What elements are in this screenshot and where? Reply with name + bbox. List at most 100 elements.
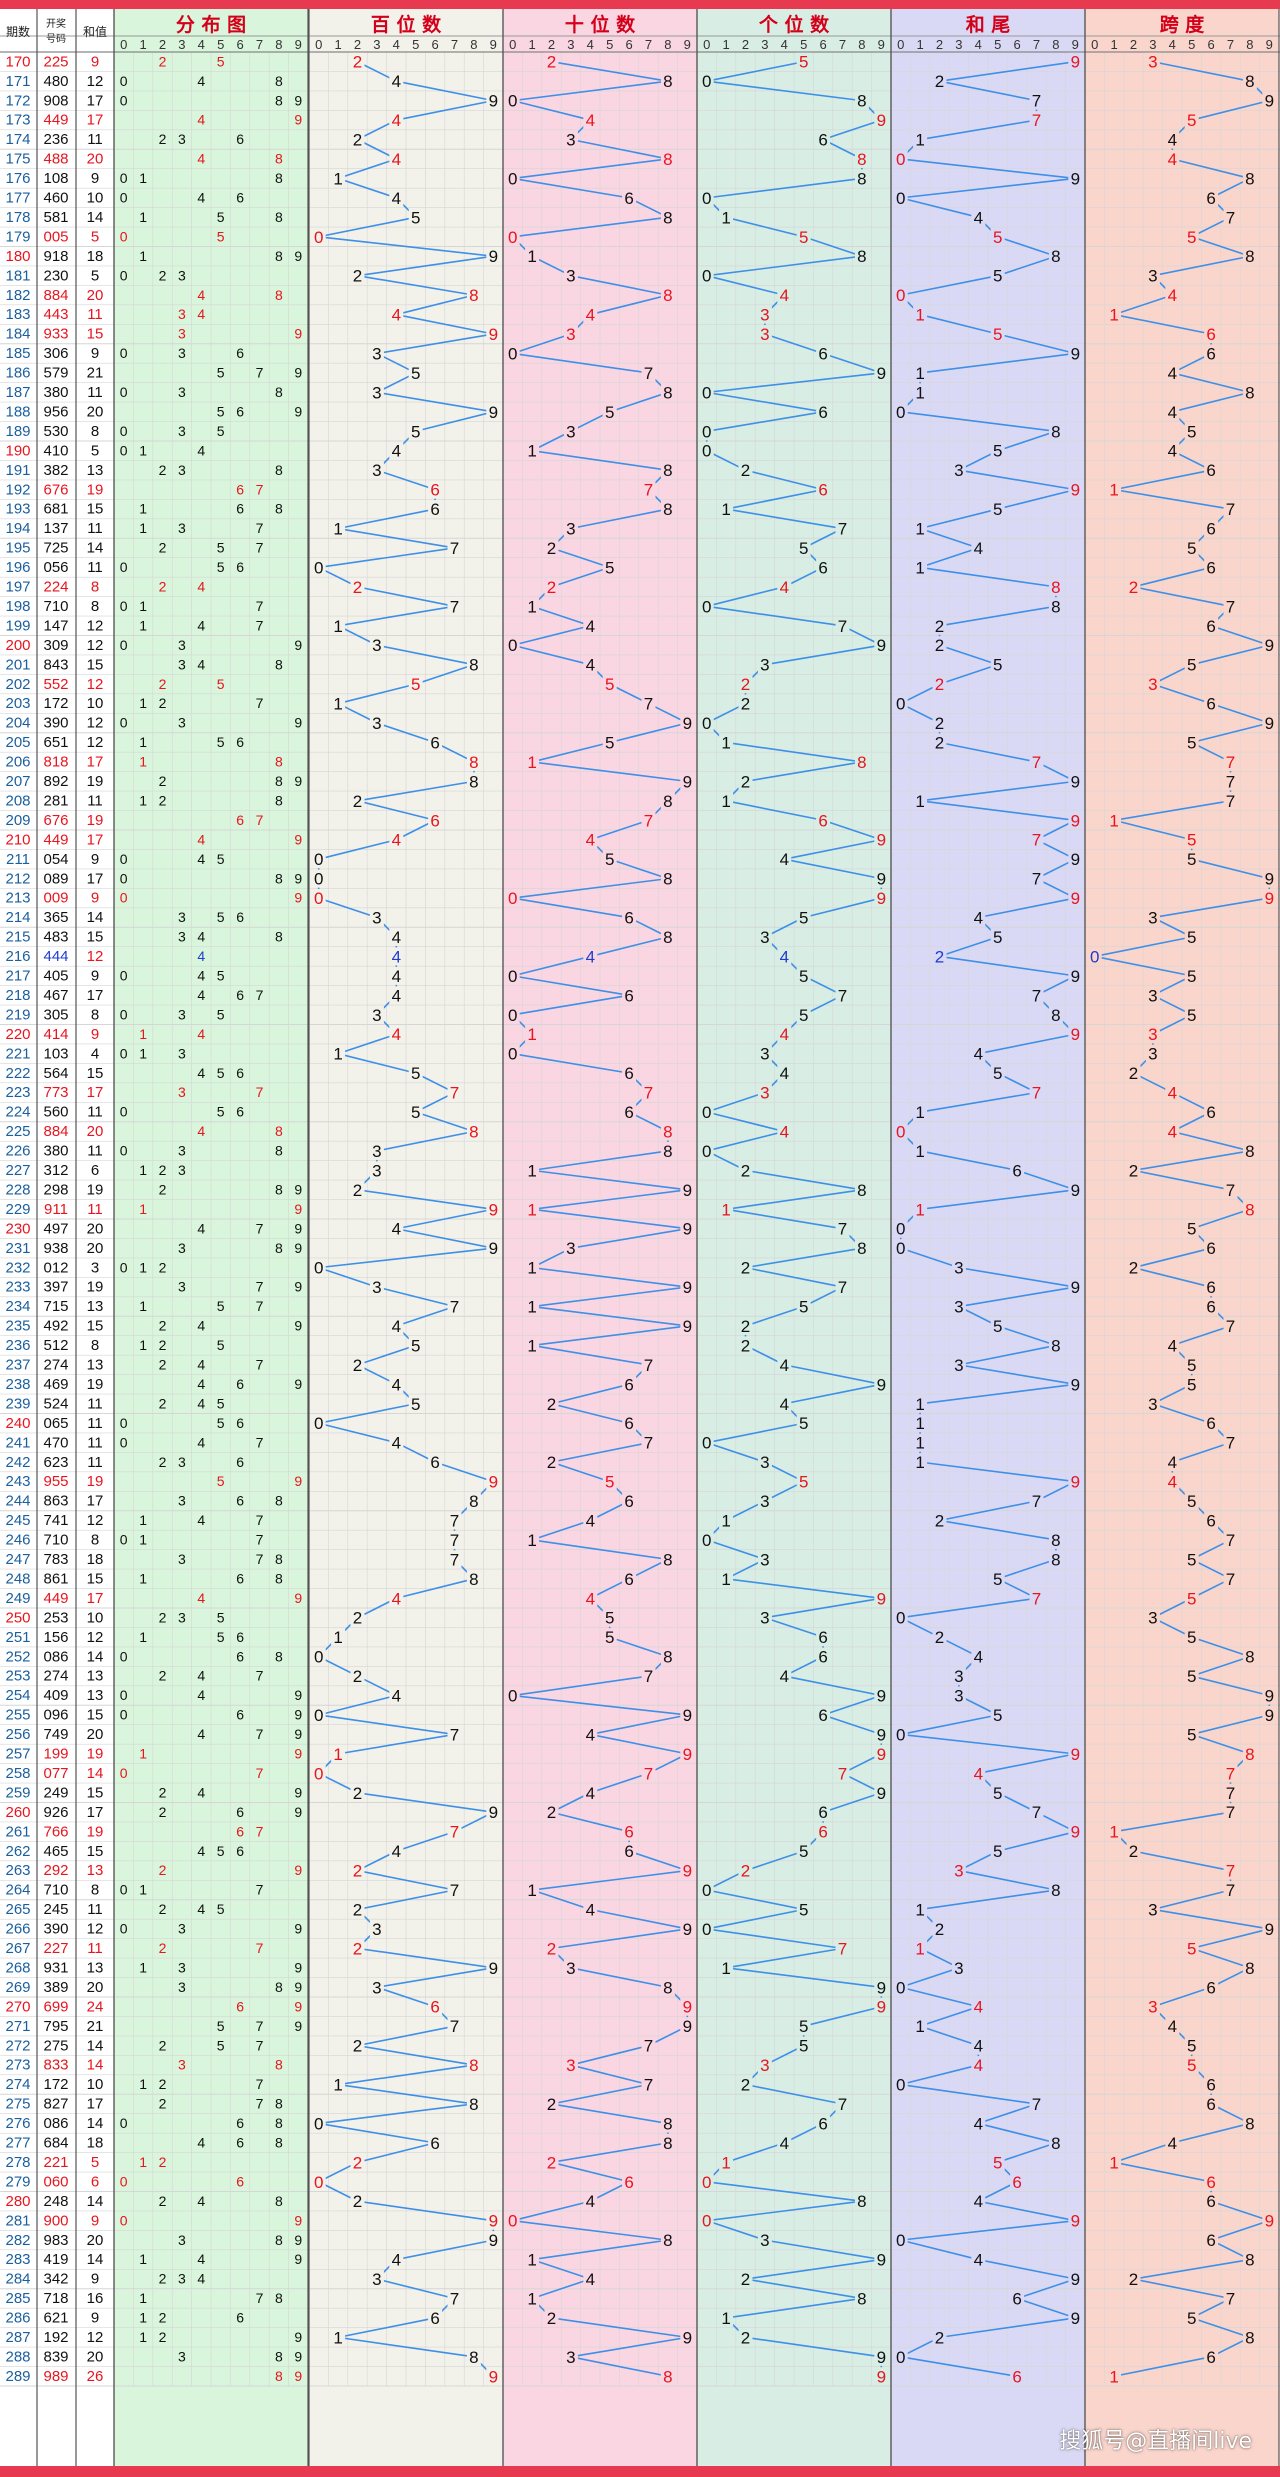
trend-mark-h-224: 5 [411, 1103, 420, 1122]
trend-mark-h-204: 3 [372, 714, 381, 733]
marker-bg [660, 1122, 675, 1141]
marker-bg [796, 1414, 811, 1433]
trend-mark-tail-222: 5 [993, 1064, 1002, 1083]
draw-number-280: 248 [43, 2193, 68, 2210]
draw-number-173: 449 [43, 112, 68, 129]
trend-line-tail [939, 663, 998, 685]
marker-bg [777, 577, 792, 596]
trend-line-t [551, 2317, 688, 2339]
trend-mark-tail-201: 5 [993, 656, 1002, 675]
draw-number-240: 065 [43, 1415, 68, 1432]
trend-mark-h-202: 5 [411, 675, 420, 694]
period-191: 191 [5, 462, 30, 479]
marker-bg [757, 1083, 772, 1102]
trend-mark-t-258: 7 [644, 1764, 653, 1783]
trend-line-u [706, 1928, 843, 1950]
marker-bg [602, 675, 617, 694]
marker-bg [893, 694, 908, 713]
trend-mark-t-195: 2 [547, 539, 556, 558]
trend-line-tail [997, 488, 1076, 510]
sum-value-259: 15 [87, 1784, 104, 1801]
trend-mark-tail-216: 2 [935, 947, 944, 966]
trend-mark-span-216: 0 [1090, 947, 1099, 966]
sum-value-183: 11 [87, 306, 103, 323]
marker-bg [893, 188, 908, 207]
trend-line-tail [939, 60, 1076, 82]
dist-mark-190-0: 0 [120, 442, 128, 458]
trend-mark-tail-215: 5 [993, 928, 1002, 947]
marker-bg [1068, 1375, 1083, 1394]
trend-mark-t-286: 2 [547, 2309, 556, 2328]
marker-bg [1204, 325, 1219, 344]
marker-bg [680, 714, 695, 733]
marker-bg [1184, 111, 1199, 130]
marker-bg [1048, 597, 1063, 616]
digit-header-4-1: 1 [916, 37, 923, 52]
trend-line-tail [919, 313, 998, 335]
period-223: 223 [5, 1084, 30, 1101]
marker-bg [369, 1919, 384, 1938]
trend-mark-tail-224: 1 [915, 1103, 924, 1122]
dist-mark-181-2: 2 [159, 267, 167, 283]
trend-line-t [551, 60, 669, 82]
draw-number-251: 156 [43, 1629, 68, 1646]
trend-mark-tail-287: 2 [935, 2328, 944, 2347]
trend-mark-u-204: 0 [702, 714, 711, 733]
trend-line-u [803, 897, 882, 919]
marker-bg [874, 1744, 889, 1763]
marker-bg [874, 636, 889, 655]
marker-bg [1242, 1647, 1257, 1666]
marker-bg [486, 325, 501, 344]
sum-value-224: 11 [87, 1104, 103, 1121]
marker-bg [874, 1589, 889, 1608]
trend-line-span [1191, 1947, 1251, 1969]
trend-line-t [609, 722, 688, 744]
marker-bg [680, 1278, 695, 1297]
marker-bg [990, 1705, 1005, 1724]
trend-mark-t-228: 9 [683, 1181, 692, 1200]
marker-bg [1165, 1122, 1180, 1141]
marker-bg [563, 2347, 578, 2366]
dist-mark-262-6: 6 [236, 1843, 244, 1859]
trend-mark-t-283: 1 [527, 2251, 536, 2270]
marker-bg [1242, 1200, 1257, 1219]
sum-value-198: 8 [91, 598, 99, 615]
trend-line-t [531, 2278, 591, 2300]
marker-bg [350, 266, 365, 285]
dist-mark-241-0: 0 [120, 1434, 128, 1450]
trend-mark-u-232: 2 [741, 1259, 750, 1278]
marker-bg [1029, 2094, 1044, 2113]
dist-mark-178-1: 1 [139, 209, 147, 225]
marker-bg [893, 149, 908, 168]
marker-bg [466, 772, 481, 791]
dist-mark-251-6: 6 [236, 1629, 244, 1645]
trend-line-t [531, 1344, 649, 1366]
dist-mark-259-2: 2 [159, 1784, 167, 1800]
trend-mark-h-198: 7 [450, 597, 459, 616]
draw-number-275: 827 [43, 2096, 68, 2113]
dist-mark-177-6: 6 [236, 190, 244, 206]
period-279: 279 [5, 2173, 30, 2190]
trend-line-u [725, 508, 843, 530]
dist-mark-248-8: 8 [275, 1570, 283, 1586]
trend-mark-t-263: 9 [683, 1862, 692, 1881]
dist-mark-236-2: 2 [159, 1337, 167, 1353]
draw-number-174: 236 [43, 131, 68, 148]
dist-mark-227-1: 1 [139, 1162, 147, 1178]
sum-value-220: 9 [91, 1026, 99, 1043]
trend-line-span [1191, 1655, 1251, 1677]
period-280: 280 [5, 2193, 30, 2210]
trend-line-h [376, 1286, 455, 1308]
dist-mark-230-4: 4 [197, 1220, 205, 1236]
dist-mark-187-0: 0 [120, 384, 128, 400]
marker-bg [1242, 72, 1257, 91]
period-233: 233 [5, 1279, 30, 1296]
marker-bg [1048, 1550, 1063, 1569]
trend-mark-u-194: 7 [838, 520, 847, 539]
trend-mark-h-249: 4 [392, 1589, 401, 1608]
trend-line-u [725, 800, 824, 822]
marker-bg [699, 188, 714, 207]
trend-line-u [725, 2142, 785, 2164]
trend-line-tail [978, 1753, 1076, 1775]
period-186: 186 [5, 365, 30, 382]
